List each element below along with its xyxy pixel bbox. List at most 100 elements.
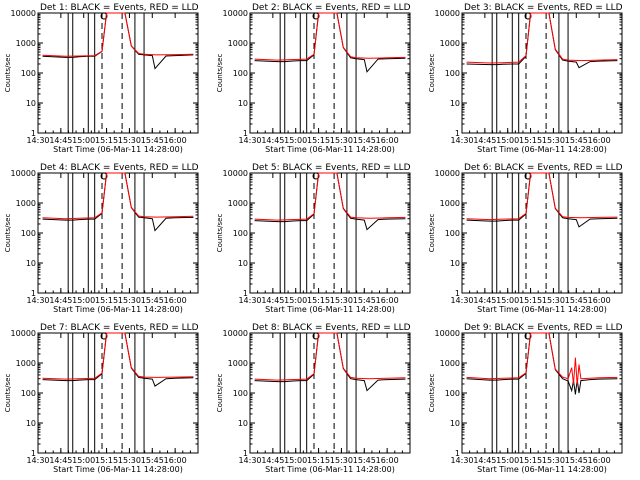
- x-tick-label: 15:45: [565, 296, 588, 305]
- chart-panel-3: Det 3: BLACK = Events, RED = LLD 1 10 100 10…: [428, 3, 623, 154]
- x-tick-label: 15:30: [542, 136, 565, 145]
- series-line-events: [42, 332, 194, 387]
- chart-title: Det 9: BLACK = Events, RED = LLD: [464, 323, 623, 333]
- y-tick-label: 100: [21, 229, 36, 238]
- x-axis-label: Start Time (06-Mar-11 14:28:00): [477, 145, 607, 154]
- marker-cap: [524, 172, 532, 180]
- x-tick-label: 15:30: [118, 296, 141, 305]
- y-tick-label: 10000: [435, 329, 460, 338]
- x-tick-label: 14:30: [26, 456, 49, 465]
- x-tick-label: 15:00: [284, 456, 307, 465]
- y-tick-label: 1000: [440, 359, 460, 368]
- chart-title: Det 4: BLACK = Events, RED = LLD: [40, 163, 199, 173]
- y-tick-label: 10000: [435, 169, 460, 178]
- x-tick-label: 14:45: [473, 136, 496, 145]
- y-tick-label: 1000: [440, 39, 460, 48]
- x-tick-label: 14:45: [473, 456, 496, 465]
- x-axis-label: Start Time (06-Mar-11 14:28:00): [53, 305, 183, 314]
- series-line-events: [254, 332, 406, 392]
- x-tick-label: 16:00: [164, 136, 187, 145]
- plot-frame: [461, 172, 623, 294]
- y-tick-label: 1000: [228, 199, 248, 208]
- chart-panel-7: Det 7: BLACK = Events, RED = LLD 1 10 100 10…: [4, 323, 199, 474]
- chart-title: Det 8: BLACK = Events, RED = LLD: [252, 323, 411, 333]
- y-tick-label: 1: [243, 449, 248, 458]
- x-tick-label: 14:45: [261, 456, 284, 465]
- marker-cap: [100, 12, 108, 20]
- series-line-lld: [42, 332, 194, 380]
- x-tick-label: 15:00: [496, 296, 519, 305]
- x-tick-label: 15:45: [141, 136, 164, 145]
- series-line-lld: [466, 172, 618, 221]
- chart-title: Det 3: BLACK = Events, RED = LLD: [464, 3, 623, 13]
- x-tick-label: 15:30: [330, 296, 353, 305]
- series-line-events: [466, 332, 618, 395]
- x-tick-label: 14:45: [473, 296, 496, 305]
- x-tick-label: 16:00: [588, 296, 611, 305]
- chart-title: Det 5: BLACK = Events, RED = LLD: [252, 163, 411, 173]
- series-line-lld: [254, 332, 406, 381]
- x-tick-label: 15:45: [141, 296, 164, 305]
- y-axis-label: Counts/sec: [216, 374, 224, 413]
- x-tick-label: 14:45: [49, 296, 72, 305]
- chart-title: Det 1: BLACK = Events, RED = LLD: [40, 3, 199, 13]
- chart-title: Det 7: BLACK = Events, RED = LLD: [40, 323, 199, 333]
- y-tick-label: 1000: [16, 39, 36, 48]
- series-line-lld: [254, 12, 406, 61]
- series-line-lld: [466, 12, 618, 64]
- y-tick-label: 10: [26, 419, 36, 428]
- x-tick-label: 15:15: [95, 456, 118, 465]
- y-axis-label: Counts/sec: [428, 214, 436, 253]
- x-tick-label: 16:00: [164, 296, 187, 305]
- y-tick-label: 10: [450, 99, 460, 108]
- y-tick-label: 10: [26, 259, 36, 268]
- x-tick-label: 15:45: [353, 296, 376, 305]
- x-tick-label: 14:30: [238, 296, 261, 305]
- y-tick-label: 10: [26, 99, 36, 108]
- y-tick-label: 10: [238, 259, 248, 268]
- x-tick-label: 15:30: [118, 136, 141, 145]
- series-line-events: [254, 172, 406, 231]
- x-tick-label: 15:00: [284, 296, 307, 305]
- x-tick-label: 14:30: [26, 296, 49, 305]
- x-tick-label: 15:30: [330, 456, 353, 465]
- plot-frame: [249, 12, 411, 134]
- x-tick-label: 14:30: [450, 136, 473, 145]
- marker-cap: [100, 172, 108, 180]
- x-tick-label: 15:00: [496, 136, 519, 145]
- plot-frame: [37, 332, 199, 454]
- x-tick-label: 16:00: [588, 456, 611, 465]
- x-tick-label: 15:30: [542, 296, 565, 305]
- series-line-lld: [254, 172, 406, 221]
- y-tick-label: 1000: [440, 199, 460, 208]
- plot-frame: [461, 332, 623, 454]
- y-tick-label: 100: [445, 229, 460, 238]
- x-tick-label: 15:15: [307, 456, 330, 465]
- x-axis-label: Start Time (06-Mar-11 14:28:00): [265, 145, 395, 154]
- x-tick-label: 15:00: [496, 456, 519, 465]
- x-tick-label: 15:45: [353, 456, 376, 465]
- x-axis-label: Start Time (06-Mar-11 14:28:00): [53, 145, 183, 154]
- y-tick-label: 1: [31, 289, 36, 298]
- y-tick-label: 1: [31, 129, 36, 138]
- chart-panel-4: Det 4: BLACK = Events, RED = LLD 1 10 100 10…: [4, 163, 199, 314]
- chart-title: Det 2: BLACK = Events, RED = LLD: [252, 3, 411, 13]
- plot-frame: [37, 12, 199, 134]
- marker-cap: [312, 172, 320, 180]
- y-tick-label: 1: [243, 129, 248, 138]
- marker-cap: [524, 12, 532, 20]
- marker-cap: [312, 12, 320, 20]
- x-tick-label: 14:30: [238, 456, 261, 465]
- y-tick-label: 100: [233, 229, 248, 238]
- marker-cap: [524, 332, 532, 340]
- x-tick-label: 14:45: [49, 136, 72, 145]
- y-tick-label: 1000: [16, 199, 36, 208]
- y-tick-label: 10: [238, 419, 248, 428]
- x-tick-label: 15:30: [330, 136, 353, 145]
- x-axis-label: Start Time (06-Mar-11 14:28:00): [265, 305, 395, 314]
- x-tick-label: 15:15: [519, 136, 542, 145]
- y-tick-label: 1000: [228, 359, 248, 368]
- x-tick-label: 15:45: [565, 456, 588, 465]
- x-tick-label: 14:45: [261, 296, 284, 305]
